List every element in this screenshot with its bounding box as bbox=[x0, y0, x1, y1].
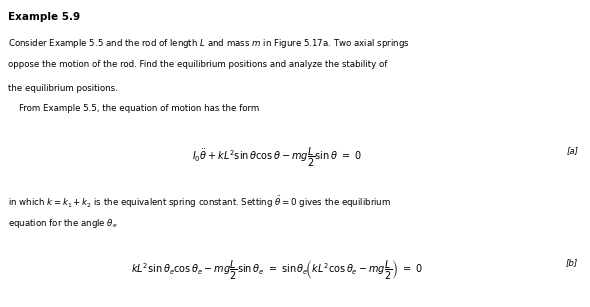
Text: $I_0\ddot{\theta} + kL^2 \sin\theta\cos\theta - mg\dfrac{L}{2}\sin\theta \ = \ 0: $I_0\ddot{\theta} + kL^2 \sin\theta\cos\… bbox=[192, 146, 362, 169]
Text: oppose the motion of the rod. Find the equilibrium positions and analyze the sta: oppose the motion of the rod. Find the e… bbox=[8, 60, 387, 69]
Text: $kL^2 \sin\theta_e\cos\theta_e - mg\dfrac{L}{2}\sin\theta_e \ = \ \sin\theta_e\!: $kL^2 \sin\theta_e\cos\theta_e - mg\dfra… bbox=[131, 258, 424, 282]
Text: Example 5.9: Example 5.9 bbox=[8, 12, 80, 22]
Text: Consider Example 5.5 and the rod of length $L$ and mass $m$ in Figure 5.17a. Two: Consider Example 5.5 and the rod of leng… bbox=[8, 37, 409, 50]
Text: [b]: [b] bbox=[566, 258, 578, 267]
Text: From Example 5.5, the equation of motion has the form: From Example 5.5, the equation of motion… bbox=[8, 104, 259, 113]
Text: equation for the angle $\theta_e$: equation for the angle $\theta_e$ bbox=[8, 217, 117, 230]
Text: [a]: [a] bbox=[566, 146, 578, 155]
Text: in which $k = k_1 + k_2$ is the equivalent spring constant. Setting $\ddot{\thet: in which $k = k_1 + k_2$ is the equivale… bbox=[8, 194, 391, 210]
Text: the equilibrium positions.: the equilibrium positions. bbox=[8, 84, 117, 92]
